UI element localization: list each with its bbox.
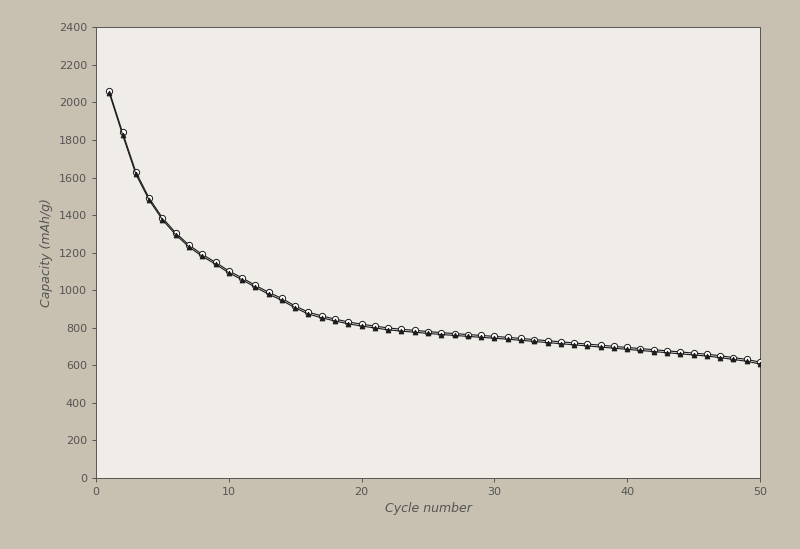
Y-axis label: Capacity (mAh/g): Capacity (mAh/g) (40, 198, 53, 307)
X-axis label: Cycle number: Cycle number (385, 502, 471, 515)
